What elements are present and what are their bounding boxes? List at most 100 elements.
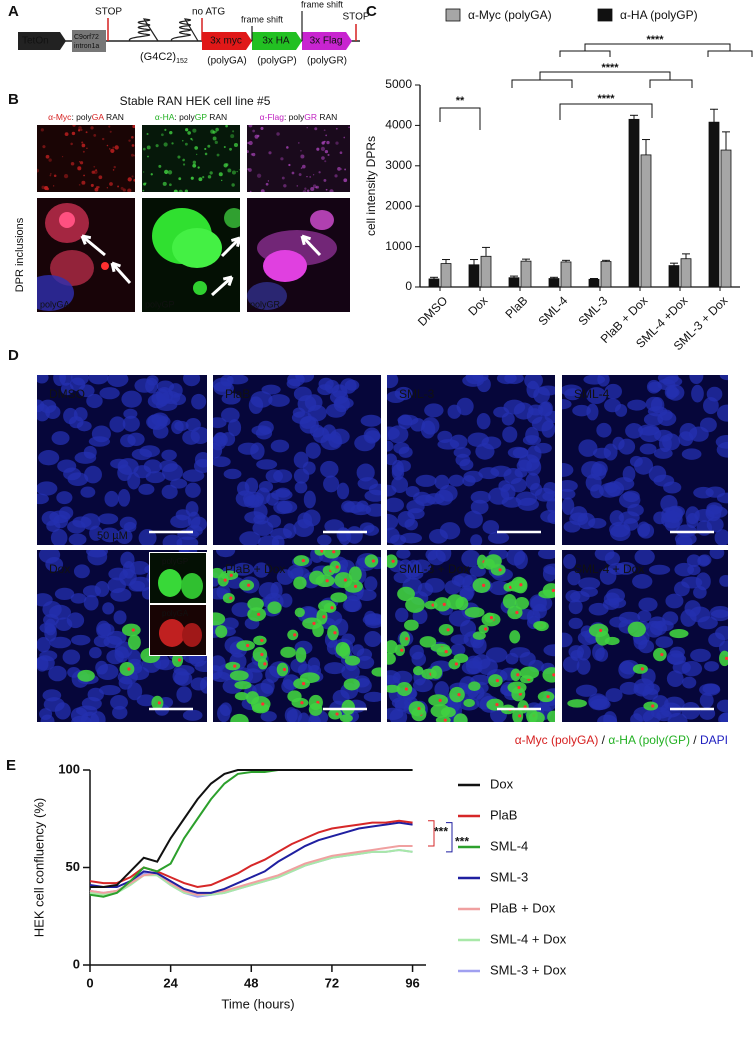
column-title: α-Myc: polyGA RAN — [48, 112, 124, 122]
dpr-dot — [293, 633, 297, 637]
nucleus — [391, 459, 404, 477]
nucleus — [706, 517, 724, 533]
nucleus — [255, 427, 273, 440]
speckle — [247, 168, 250, 171]
nucleus — [562, 463, 574, 477]
dpr-cell — [453, 713, 468, 722]
nucleus — [666, 653, 687, 665]
y-tick-label: 3000 — [385, 158, 412, 172]
dpr-dot — [260, 652, 264, 657]
nucleus — [462, 375, 484, 387]
speckle — [163, 142, 168, 147]
dpr-cell — [247, 607, 267, 622]
y-tick-label: 100 — [58, 761, 80, 776]
dpr-dot — [515, 610, 519, 615]
nucleus — [93, 635, 111, 648]
nucleus — [576, 658, 591, 675]
nucleus — [487, 531, 510, 544]
nucleus — [276, 569, 294, 585]
nucleus — [37, 481, 58, 496]
legend-label: SML-4 — [490, 838, 528, 853]
speckle — [325, 134, 328, 137]
speckle — [321, 141, 325, 145]
dpr-dot — [454, 662, 458, 666]
condition-label: PlaB — [225, 387, 250, 401]
dpr-cell — [509, 630, 521, 644]
speckle — [227, 168, 232, 173]
speckle — [265, 182, 269, 186]
nucleus — [476, 413, 491, 430]
nucleus — [73, 407, 88, 422]
dpr-cell — [472, 631, 486, 640]
nucleus — [394, 386, 413, 401]
speckle — [133, 178, 135, 182]
speckle — [61, 156, 64, 158]
speckle — [164, 128, 167, 131]
nucleus — [110, 587, 132, 602]
speckle — [232, 130, 235, 133]
arrow — [110, 261, 132, 285]
nucleus — [136, 694, 156, 707]
dpr-dot — [523, 705, 527, 709]
series-line — [89, 845, 413, 896]
speckle — [63, 174, 69, 179]
nucleus — [120, 551, 135, 568]
dpr-cell — [328, 708, 342, 720]
nucleus — [260, 711, 277, 722]
speckle — [70, 142, 73, 146]
speckle — [236, 171, 238, 173]
micrograph — [142, 125, 240, 192]
dpr-dot — [446, 628, 450, 632]
nucleus — [663, 481, 682, 494]
nucleus — [364, 576, 378, 592]
nucleus — [59, 375, 73, 386]
nucleus — [563, 554, 577, 570]
column-title-part: RAN — [317, 112, 337, 122]
nucleus — [719, 375, 728, 381]
nucleus — [48, 665, 67, 682]
nucleus — [562, 384, 583, 396]
speckle — [314, 127, 318, 131]
speckle — [327, 153, 330, 156]
nucleus — [546, 498, 555, 513]
bar — [640, 154, 652, 288]
blob — [182, 623, 202, 647]
nucleus — [270, 439, 290, 453]
nucleus — [363, 691, 381, 702]
bar — [548, 278, 560, 288]
nucleus — [592, 643, 605, 661]
dpr-cell — [440, 707, 456, 718]
nucleus — [253, 503, 268, 520]
stop-label: STOP — [95, 7, 122, 18]
speckle — [215, 127, 219, 132]
x-tick-label: PlaB — [503, 293, 531, 321]
nucleus — [127, 682, 143, 701]
speckle — [248, 140, 253, 146]
tag-box — [202, 32, 252, 50]
hairpin — [128, 18, 159, 42]
speckle — [214, 140, 218, 144]
dpr-cell — [534, 621, 549, 632]
nucleus — [462, 475, 476, 487]
nucleus — [525, 472, 541, 490]
nucleus — [123, 521, 137, 533]
nucleus — [562, 497, 575, 515]
column-title-part: RAN — [207, 112, 227, 122]
dpr-cell — [330, 592, 348, 603]
nucleus — [107, 375, 129, 387]
y-tick-label: 50 — [66, 859, 80, 874]
dpr-cell — [588, 623, 609, 638]
nucleus — [213, 417, 227, 429]
nucleus — [239, 531, 261, 545]
nucleus — [286, 708, 302, 722]
bar — [508, 277, 520, 288]
legend-label: Dox — [490, 776, 514, 791]
nucleus — [39, 399, 57, 414]
nucleus — [681, 660, 703, 677]
nucleus — [359, 522, 375, 534]
speckle — [323, 178, 327, 182]
caption-part: DAPI — [700, 733, 728, 747]
dpr-cell — [267, 601, 282, 615]
dpr-cell — [478, 624, 489, 634]
inset-label: polyGA — [162, 609, 189, 618]
